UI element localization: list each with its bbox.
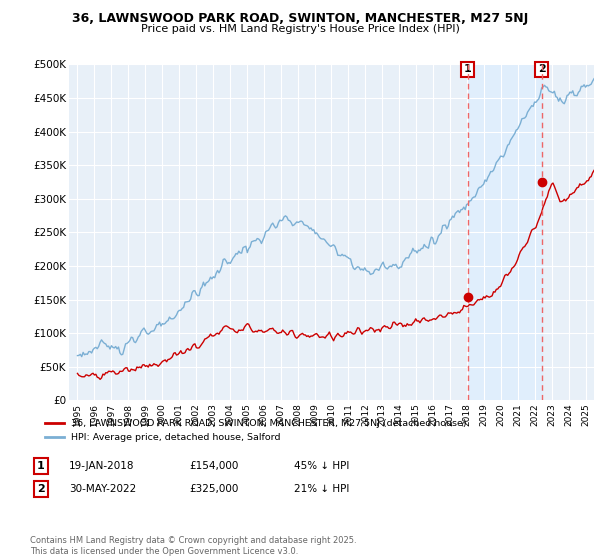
Text: 21% ↓ HPI: 21% ↓ HPI xyxy=(294,484,349,494)
Text: Contains HM Land Registry data © Crown copyright and database right 2025.
This d: Contains HM Land Registry data © Crown c… xyxy=(30,536,356,556)
Text: 45% ↓ HPI: 45% ↓ HPI xyxy=(294,461,349,471)
Text: Price paid vs. HM Land Registry's House Price Index (HPI): Price paid vs. HM Land Registry's House … xyxy=(140,24,460,34)
Text: 2: 2 xyxy=(37,484,44,494)
Text: 36, LAWNSWOOD PARK ROAD, SWINTON, MANCHESTER, M27 5NJ: 36, LAWNSWOOD PARK ROAD, SWINTON, MANCHE… xyxy=(72,12,528,25)
Text: 30-MAY-2022: 30-MAY-2022 xyxy=(69,484,136,494)
Text: £325,000: £325,000 xyxy=(189,484,238,494)
Text: 1: 1 xyxy=(464,64,472,74)
Text: £154,000: £154,000 xyxy=(189,461,238,471)
Text: 19-JAN-2018: 19-JAN-2018 xyxy=(69,461,134,471)
Legend: 36, LAWNSWOOD PARK ROAD, SWINTON, MANCHESTER, M27 5NJ (detached house), HPI: Ave: 36, LAWNSWOOD PARK ROAD, SWINTON, MANCHE… xyxy=(40,414,472,447)
Bar xyxy=(468,64,542,400)
Text: 2: 2 xyxy=(538,64,546,74)
Text: 1: 1 xyxy=(37,461,44,471)
